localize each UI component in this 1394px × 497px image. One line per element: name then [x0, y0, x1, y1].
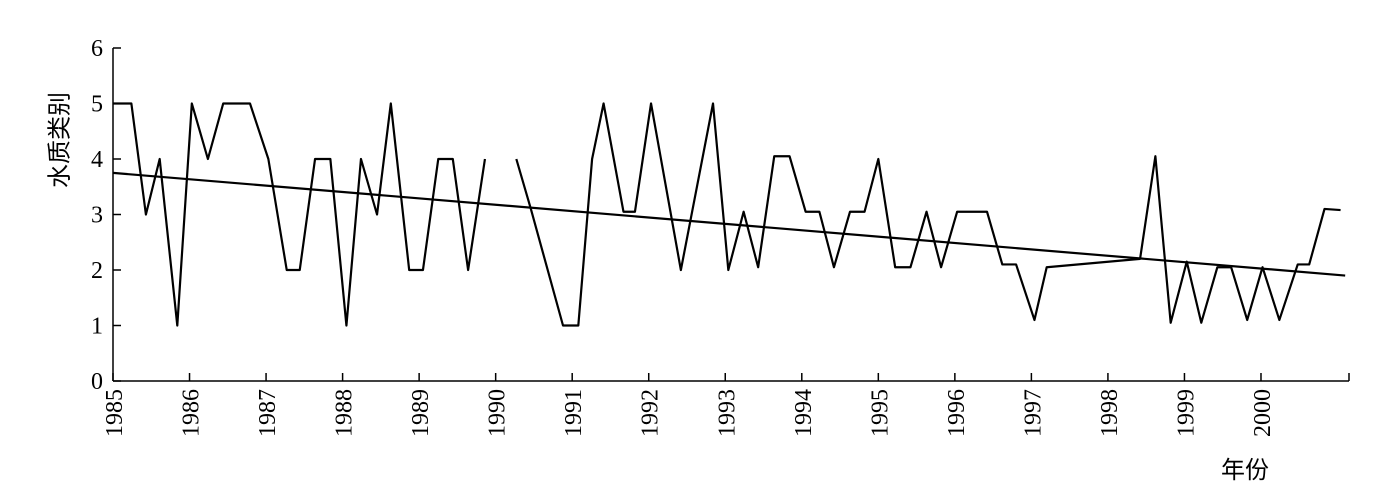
x-tick-label: 1989	[408, 389, 434, 437]
x-axis-label: 年份	[1221, 457, 1269, 484]
y-tick-label: 3	[91, 203, 103, 229]
x-tick-label: 1994	[791, 389, 817, 437]
x-tick-label: 1988	[332, 389, 358, 437]
y-tick-label: 4	[91, 147, 103, 173]
data-line	[515, 102, 1341, 327]
y-tick-label: 5	[91, 92, 103, 118]
x-tick-label: 1993	[714, 389, 740, 437]
x-tick-label: 1997	[1020, 389, 1046, 437]
y-tick-label: 2	[91, 258, 103, 284]
x-tick-label: 1986	[179, 389, 205, 437]
x-tick-label: 1998	[1097, 389, 1123, 437]
y-tick-label: 6	[91, 36, 103, 62]
x-tick-label: 1987	[255, 389, 281, 437]
x-tick-label: 2000	[1250, 389, 1276, 437]
y-axis-label: 水质类别	[47, 92, 74, 188]
y-tick-label: 1	[91, 314, 103, 340]
x-tick-label: 1992	[638, 389, 664, 437]
x-tick-label: 1991	[561, 389, 587, 437]
x-tick-label: 1990	[485, 389, 511, 437]
data-line	[113, 102, 487, 327]
x-tick-label: 1985	[102, 389, 128, 437]
y-tick-label: 0	[91, 369, 103, 395]
x-tick-label: 1996	[944, 389, 970, 437]
data-line	[112, 171, 1346, 277]
x-tick-label: 1999	[1173, 389, 1199, 437]
x-tick-label: 1995	[867, 389, 893, 437]
